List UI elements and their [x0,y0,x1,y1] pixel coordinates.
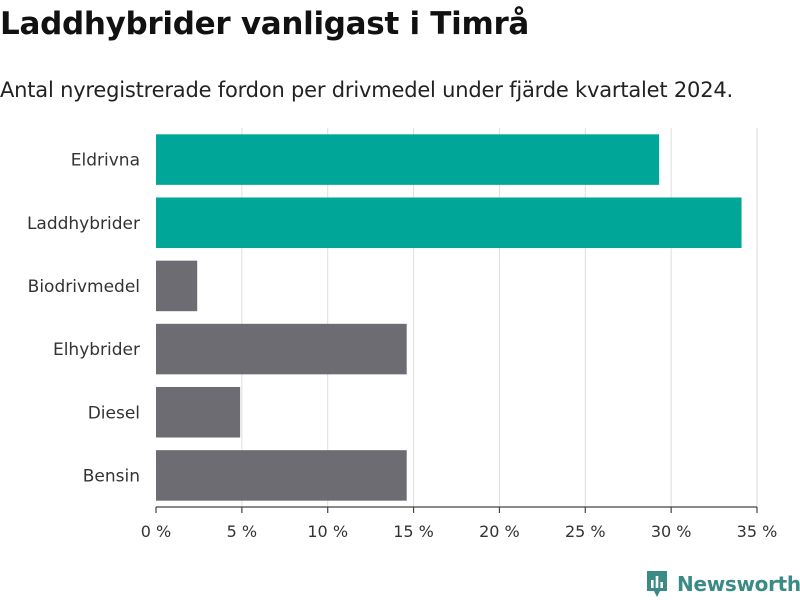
bar-laddhybrider [156,197,742,249]
x-tick-label: 35 % [737,522,778,541]
category-label: Laddhybrider [27,214,140,234]
category-labels: Eldrivna Laddhybrider Biodrivmedel Elhybrid… [27,151,140,487]
bars [156,134,742,501]
x-tick-label: 10 % [307,522,348,541]
chart-title: Laddhybrider vanligast i Timrå [0,6,530,42]
x-tick-label: 0 % [141,522,171,541]
x-tick-label: 30 % [651,522,692,541]
x-tick-label: 25 % [565,522,606,541]
brand-logo: Newsworthy [645,569,800,599]
category-label: Eldrivna [71,151,140,171]
bar-biodrivmedel [156,260,198,312]
chart-subtitle: Antal nyregistrerade fordon per drivmede… [0,78,734,102]
x-tick-label: 15 % [393,522,434,541]
x-axis: 0 % 5 % 10 % 15 % 20 % 25 % 30 % 35 % [141,506,778,541]
category-label: Bensin [83,466,140,486]
newsworthy-logo-icon [647,571,667,597]
category-label: Elhybrider [53,340,140,360]
category-label: Biodrivmedel [28,277,140,297]
bar-bensin [156,450,407,501]
bar-elhybrider [156,323,407,375]
x-tick-label: 20 % [479,522,520,541]
x-tick-label: 5 % [227,522,257,541]
bar-eldrivna [156,134,660,185]
bar-diesel [156,386,241,438]
gridlines [241,128,758,507]
category-label: Diesel [88,403,140,423]
brand-name: Newsworthy [677,572,800,596]
